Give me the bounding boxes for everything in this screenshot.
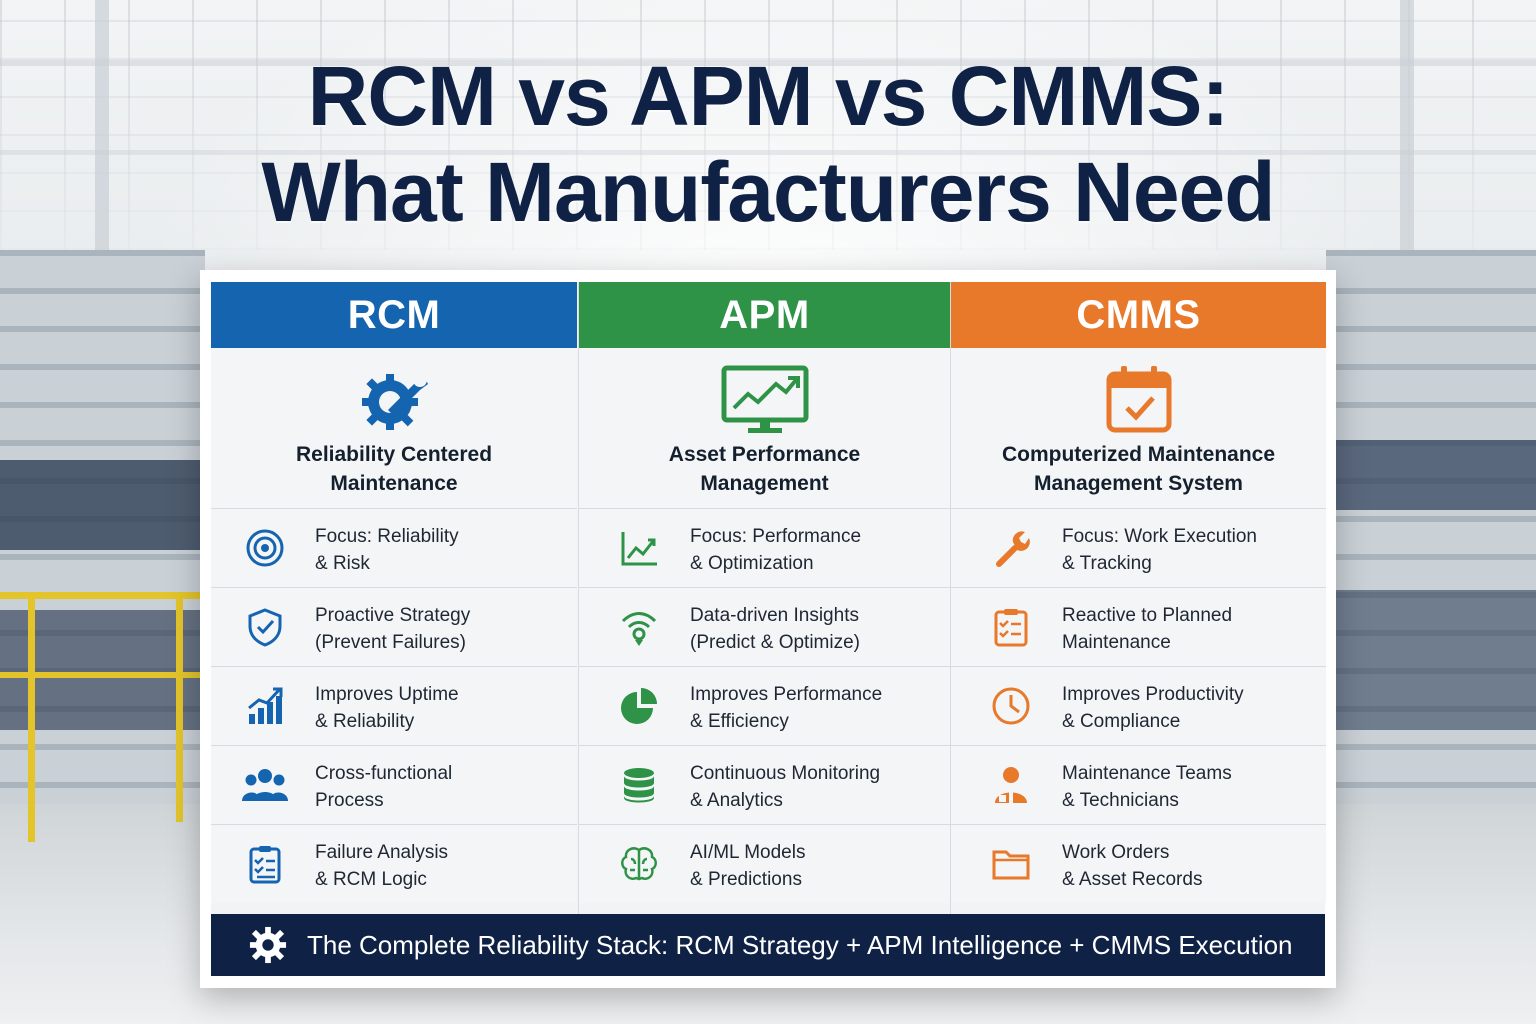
line-chart-icon [621,532,657,566]
machine-block [0,460,205,550]
safety-rail [0,592,200,599]
apm-row: Improves Performance & Efficiency [579,667,950,746]
rcm-row-text: Proactive Strategy (Prevent Failures) [315,605,471,653]
apm-column: APM Asset Performance Management Focus: [578,282,950,914]
cmms-row: Reactive to Planned Maintenance [951,588,1326,667]
factory-ceiling [0,0,1536,250]
team-icon [242,769,288,801]
cmms-row-text: Focus: Work Execution & Tracking [1062,526,1258,574]
apm-header: APM [579,282,950,348]
pie-chart-icon [621,688,657,724]
calendar-check-icon [1106,366,1171,433]
ceiling-beam [0,60,1536,66]
database-icon [624,768,654,803]
rcm-row: Improves Uptime & Reliability [211,667,577,746]
right-machinery [1326,250,1536,810]
target-icon [246,529,284,567]
wireless-sensor-icon [621,612,657,646]
comparison-board: RCM Reliability Centered Maintenan [200,270,1336,988]
rcm-header: RCM [211,282,577,348]
gear-icon [249,926,287,964]
technician-icon [995,767,1027,803]
clock-icon [992,687,1030,725]
apm-row: Data-driven Insights (Predict & Optimize… [579,588,950,667]
rcm-row: Failure Analysis & RCM Logic [211,825,577,903]
shield-check-icon [248,608,282,647]
cmms-intro: Computerized Maintenance Management Syst… [951,348,1326,509]
rcm-row-text: Improves Uptime & Reliability [315,684,459,732]
apm-row-text: AI/ML Models & Predictions [690,842,806,890]
safety-rail [0,672,200,678]
apm-row-text: Data-driven Insights (Predict & Optimize… [690,605,860,653]
cmms-subtitle: Computerized Maintenance Management Syst… [1001,443,1276,495]
cmms-header: CMMS [951,282,1326,348]
summary-text: The Complete Reliability Stack: RCM Stra… [307,930,1293,960]
rcm-row-text: Focus: Reliability & Risk [315,526,459,574]
clipboard-icon [994,609,1028,647]
cmms-row-text: Improves Productivity & Compliance [1062,684,1244,732]
checklist-icon [249,846,281,884]
cmms-row-text: Maintenance Teams & Technicians [1062,763,1232,811]
apm-row: Focus: Performance & Optimization [579,509,950,588]
cmms-row-text: Reactive to Planned Maintenance [1062,605,1233,653]
cmms-row: Improves Productivity & Compliance [951,667,1326,746]
summary-banner: The Complete Reliability Stack: RCM Stra… [211,914,1325,976]
rcm-row-text: Cross-functional Process [315,763,453,811]
apm-row-text: Continuous Monitoring & Analytics [690,763,881,811]
cmms-row-text: Work Orders & Asset Records [1062,842,1203,890]
page-title: RCM vs APM vs CMMS: What Manufacturers N… [0,48,1536,240]
rcm-row-text: Failure Analysis & RCM Logic [315,842,449,890]
apm-row: AI/ML Models & Predictions [579,825,950,903]
gear-wrench-icon [362,373,428,430]
rcm-row: Cross-functional Process [211,746,577,825]
rcm-intro: Reliability Centered Maintenance [211,348,577,509]
title-line-2: What Manufacturers Need [261,145,1275,239]
brain-icon [621,847,657,881]
apm-row-text: Improves Performance & Efficiency [690,684,883,732]
safety-post [28,592,35,842]
apm-row: Continuous Monitoring & Analytics [579,746,950,825]
growth-chart-icon [248,687,283,724]
title-line-1: RCM vs APM vs CMMS: [307,49,1230,143]
wrench-icon [996,531,1030,567]
machine-block [1326,590,1536,730]
rcm-row: Proactive Strategy (Prevent Failures) [211,588,577,667]
ceiling-beam [0,150,1536,155]
apm-intro: Asset Performance Management [579,348,950,509]
apm-subtitle: Asset Performance Management [668,443,861,495]
folder-icon [992,850,1030,880]
safety-post [176,592,183,822]
rcm-row: Focus: Reliability & Risk [211,509,577,588]
apm-row-text: Focus: Performance & Optimization [690,526,862,574]
cmms-row: Focus: Work Execution & Tracking [951,509,1326,588]
monitor-chart-icon [721,365,808,433]
cmms-row: Work Orders & Asset Records [951,825,1326,903]
cmms-column: CMMS Computerized Maintenance Management… [950,282,1326,914]
rcm-column: RCM Reliability Centered Maintenan [211,282,577,914]
cmms-row: Maintenance Teams & Technicians [951,746,1326,825]
machine-block [1326,440,1536,510]
rcm-subtitle: Reliability Centered Maintenance [295,443,493,495]
comparison-table: RCM Reliability Centered Maintenan [211,282,1326,976]
